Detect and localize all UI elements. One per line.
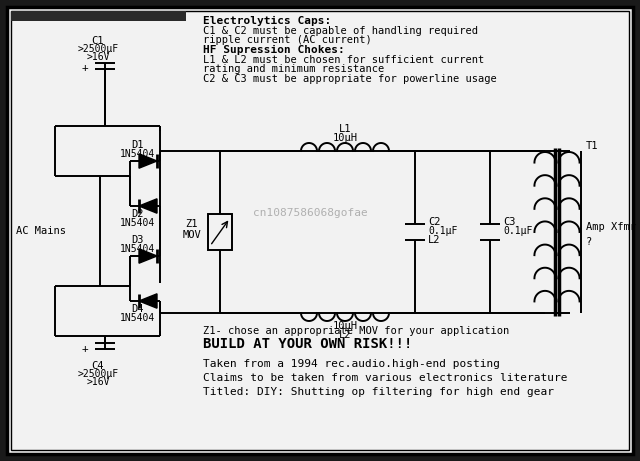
Text: L1: L1 xyxy=(339,124,351,134)
Text: cn1087586068gofae: cn1087586068gofae xyxy=(253,208,367,218)
Text: C2: C2 xyxy=(428,217,440,227)
Text: 1N5404: 1N5404 xyxy=(120,218,155,228)
Text: Titled: DIY: Shutting op filtering for high end gear: Titled: DIY: Shutting op filtering for h… xyxy=(203,387,554,397)
Text: T1: T1 xyxy=(586,141,598,151)
Text: +: + xyxy=(82,344,88,354)
Text: D4: D4 xyxy=(131,304,143,314)
Text: >2500μF: >2500μF xyxy=(77,369,118,379)
Text: C3: C3 xyxy=(503,217,515,227)
Text: Amp Xfmr: Amp Xfmr xyxy=(586,222,636,232)
Text: Claims to be taken from various electronics literature: Claims to be taken from various electron… xyxy=(203,373,568,383)
Text: L2: L2 xyxy=(428,235,440,245)
Text: Electrolytics Caps:: Electrolytics Caps: xyxy=(203,16,332,26)
Polygon shape xyxy=(139,294,157,308)
Text: BUILD AT YOUR OWN RISK!!!: BUILD AT YOUR OWN RISK!!! xyxy=(203,337,412,351)
Polygon shape xyxy=(139,199,157,213)
Text: >2500μF: >2500μF xyxy=(77,44,118,54)
Text: D1: D1 xyxy=(131,140,143,150)
Text: AC Mains: AC Mains xyxy=(16,226,66,236)
Text: C4: C4 xyxy=(92,361,104,371)
Text: Z1- chose an appropriate MOV for your application: Z1- chose an appropriate MOV for your ap… xyxy=(203,326,509,336)
Text: ?: ? xyxy=(586,237,592,247)
Text: 1N5404: 1N5404 xyxy=(120,244,155,254)
Text: 10μH: 10μH xyxy=(333,321,358,331)
Text: Taken from a 1994 rec.audio.high-end posting: Taken from a 1994 rec.audio.high-end pos… xyxy=(203,359,500,369)
Polygon shape xyxy=(139,249,157,263)
Text: >16V: >16V xyxy=(86,377,109,387)
Text: +: + xyxy=(82,63,88,73)
Text: C2 & C3 must be appropriate for powerline usage: C2 & C3 must be appropriate for powerlin… xyxy=(203,74,497,84)
Text: 10μH: 10μH xyxy=(333,133,358,143)
Text: Z1: Z1 xyxy=(186,219,198,229)
Text: L2: L2 xyxy=(339,330,351,340)
Text: MOV: MOV xyxy=(182,230,202,240)
Text: 1N5404: 1N5404 xyxy=(120,313,155,323)
Text: C1: C1 xyxy=(92,36,104,46)
Text: C1 & C2 must be capable of handling required: C1 & C2 must be capable of handling requ… xyxy=(203,26,478,36)
Text: L1 & L2 must be chosen for sufficient current: L1 & L2 must be chosen for sufficient cu… xyxy=(203,55,484,65)
Text: HF Supression Chokes:: HF Supression Chokes: xyxy=(203,45,345,55)
Text: >16V: >16V xyxy=(86,52,109,62)
Text: 0.1μF: 0.1μF xyxy=(503,226,532,236)
Polygon shape xyxy=(139,154,157,168)
Text: 1N5404: 1N5404 xyxy=(120,149,155,159)
Text: 0.1μF: 0.1μF xyxy=(428,226,458,236)
Text: ripple current (AC current): ripple current (AC current) xyxy=(203,35,372,45)
Bar xyxy=(208,214,232,250)
Text: D3: D3 xyxy=(131,235,143,245)
Text: rating and minimum resistance: rating and minimum resistance xyxy=(203,64,384,74)
Text: D2: D2 xyxy=(131,209,143,219)
Bar xyxy=(11,11,186,21)
